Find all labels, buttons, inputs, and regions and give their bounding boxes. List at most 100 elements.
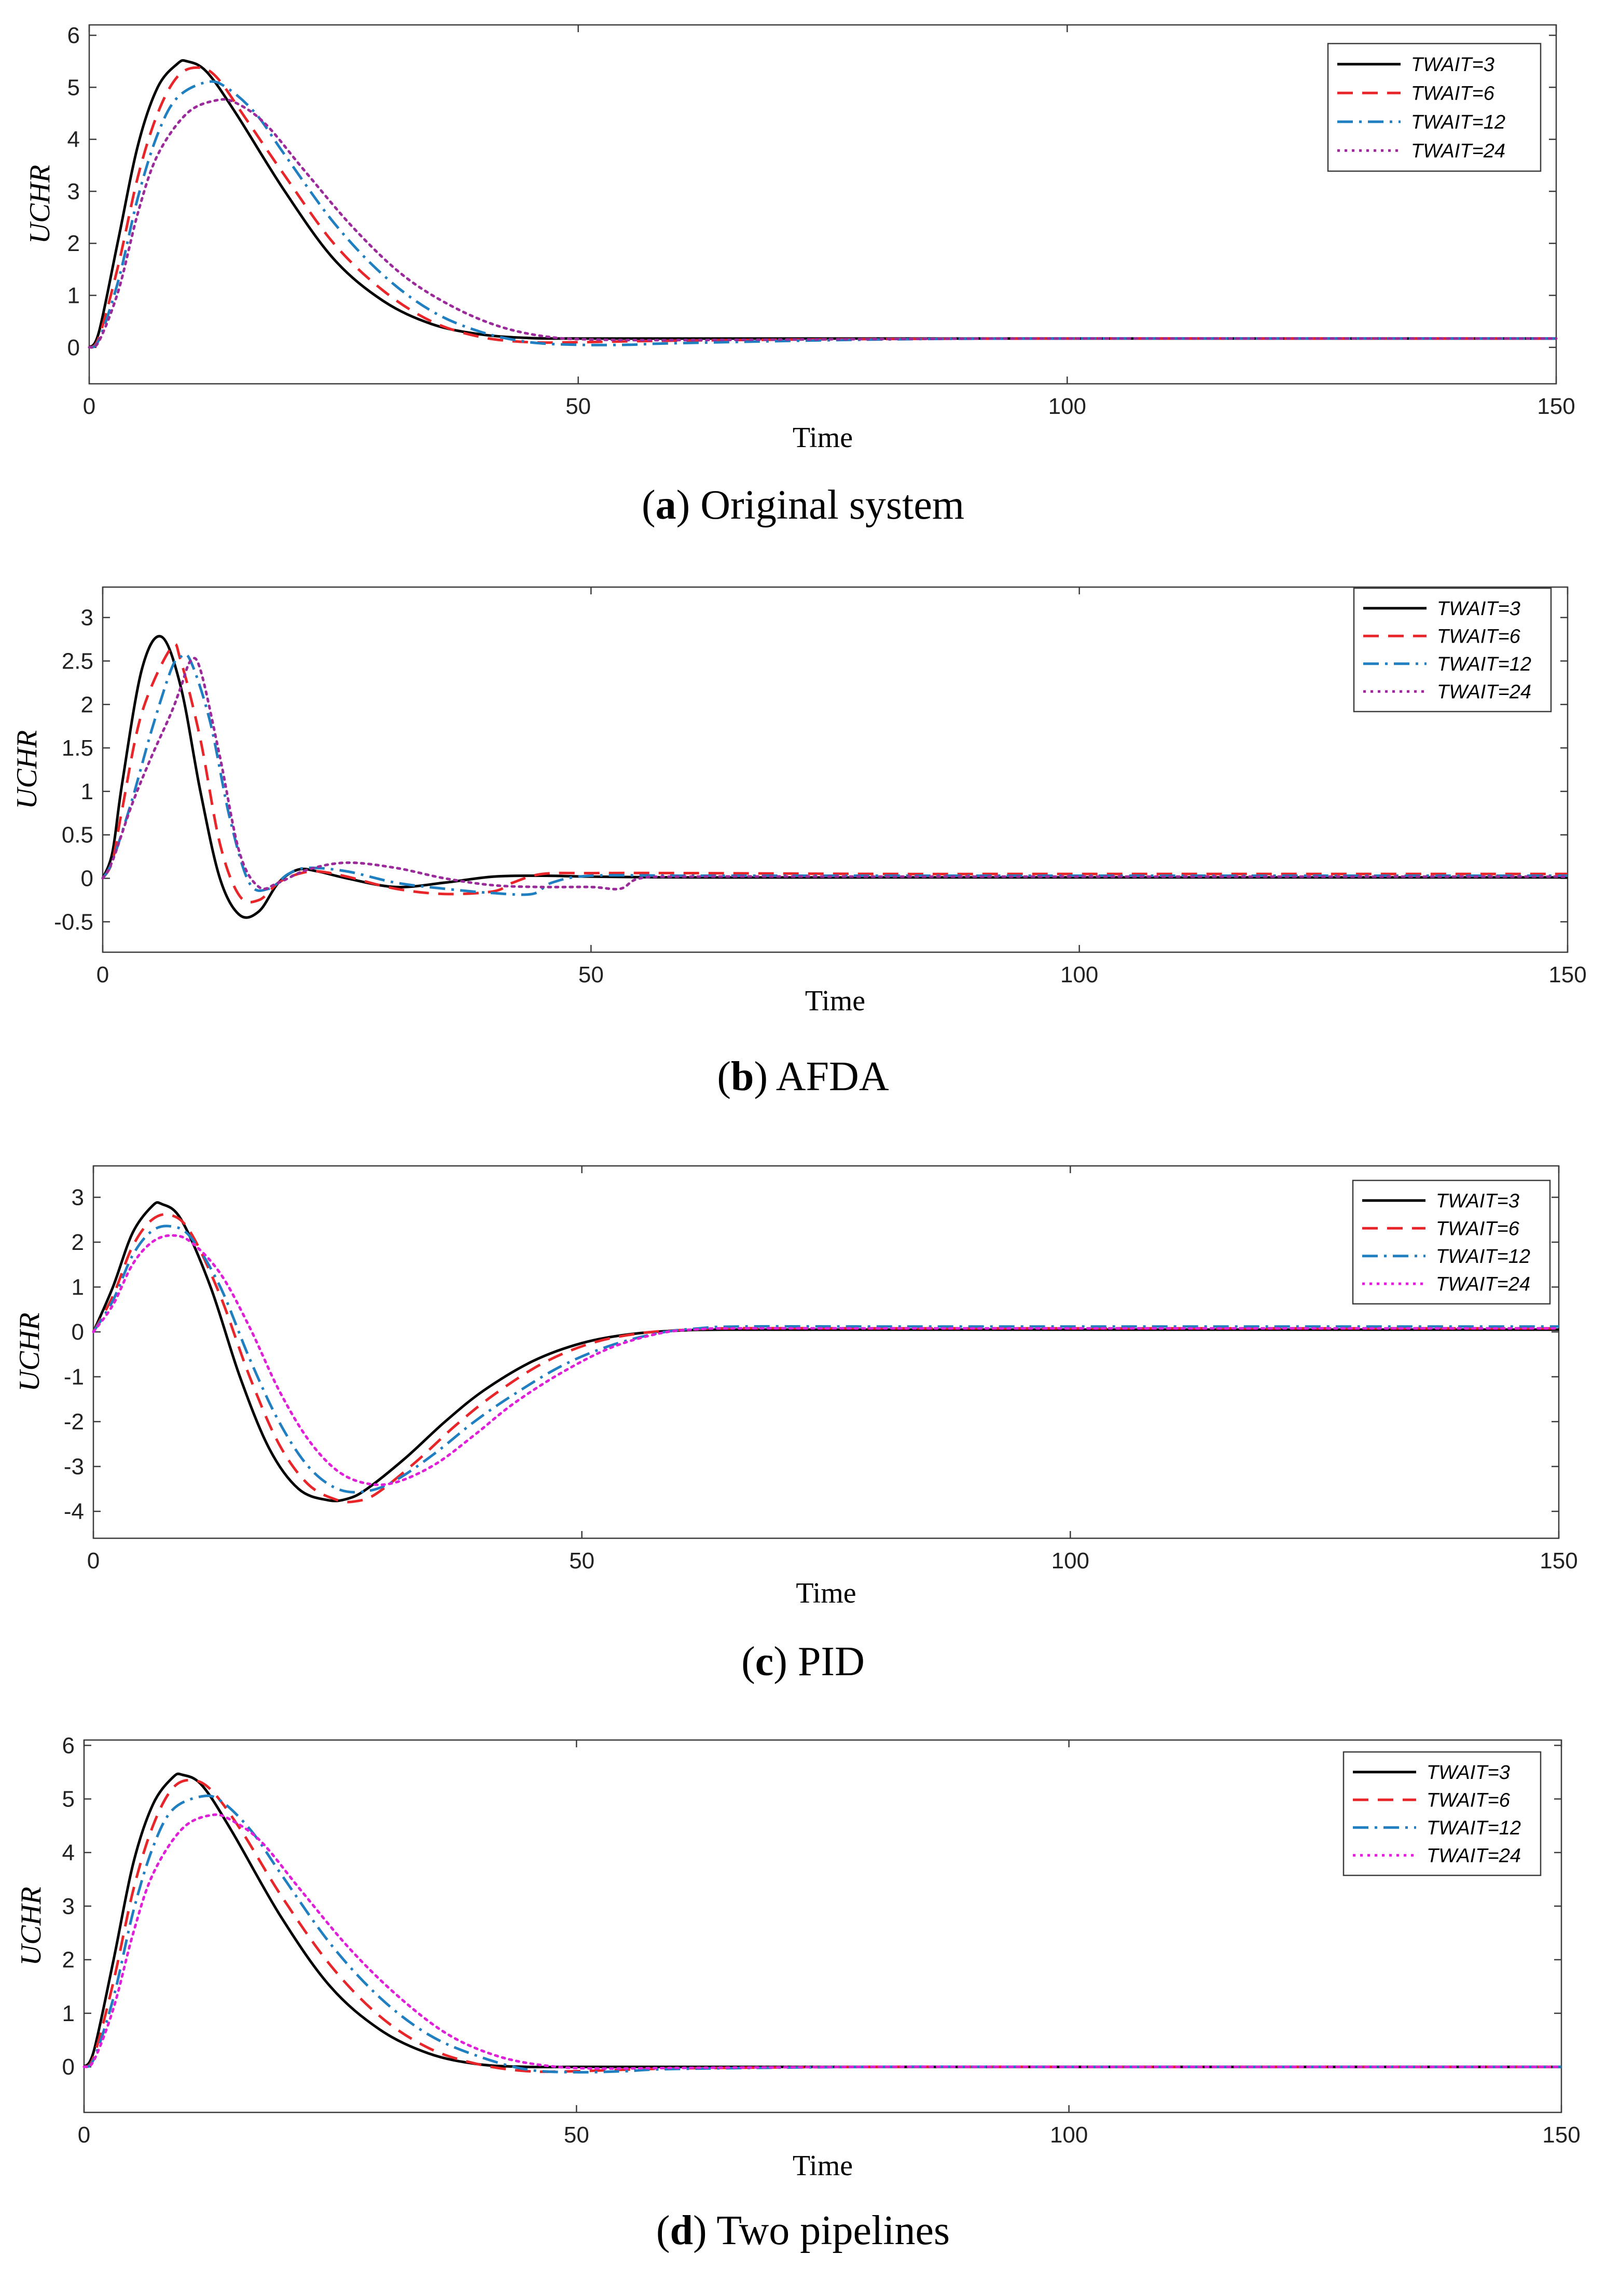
x-axis-label: Time [793,2150,853,2182]
x-tick-label: 0 [96,962,109,987]
caption-letter: a [656,482,676,528]
legend-entry-label: TWAIT=3 [1411,54,1494,76]
y-axis-label: UCHR [15,1887,47,1966]
panel-caption: (d) Two pipelines [656,2208,950,2253]
y-tick-label: 3 [81,605,93,631]
legend-entry-label: TWAIT=12 [1411,112,1505,133]
legend-entry-label: TWAIT=3 [1436,1190,1519,1212]
y-tick-label: 1 [81,779,93,804]
y-tick-label: 1.5 [62,735,93,761]
caption-text: ) PID [773,1639,865,1685]
caption-text: ) Two pipelines [693,2208,950,2253]
x-tick-label: 50 [565,394,591,419]
y-tick-label: 2 [67,231,80,256]
y-tick-label: 4 [62,1840,75,1866]
legend-entry-label: TWAIT=6 [1436,1218,1520,1240]
caption-letter: d [670,2208,694,2253]
plot-frame [92,1165,1560,1539]
legend-entry-label: TWAIT=12 [1436,1246,1530,1268]
legend-entry-label: TWAIT=3 [1437,598,1520,620]
caption-paren-open: ( [656,2208,670,2253]
legend-entry-label: TWAIT=24 [1427,1845,1521,1867]
y-tick-label: 2.5 [62,648,93,674]
y-tick-label: -0.5 [54,909,93,935]
plot-frame [102,586,1569,953]
panel-caption: (c) PID [741,1639,865,1685]
chart-panel-a: 0 50 100 150 0 1 2 3 4 5 6 TWAIT=3 TWAIT=6 TWAIT=12 TW… [24,23,1575,528]
x-tick-label: 100 [1051,1548,1089,1574]
x-tick-label: 50 [578,962,604,987]
y-axis-label: UCHR [13,1313,46,1391]
series-line-twait-12 [92,1224,1559,1494]
panel-caption: (a) Original system [642,482,964,528]
y-tick-label: 3 [67,179,80,204]
caption-text: ) Original system [676,482,964,528]
series-line-twait-24 [101,657,1569,890]
y-tick-label: 0 [72,1319,84,1345]
x-tick-label: 150 [1542,2122,1580,2148]
x-axis-label: Time [805,985,865,1017]
series-line-twait-6 [101,643,1568,904]
x-tick-label: 50 [564,2122,589,2148]
series-line-twait-24 [82,1813,1563,2070]
y-tick-label: 0.5 [62,823,93,848]
y-tick-label: -2 [64,1409,84,1435]
legend-entry-label: TWAIT=24 [1436,1273,1530,1295]
y-tick-label: 6 [62,1733,75,1758]
y-tick-label: 3 [72,1185,84,1210]
chart-panel-d: 0 50 100 150 0 1 2 3 4 5 6 TWAIT=3 TWAIT=6 TWAIT=12 TW… [15,1733,1581,2253]
y-tick-label: 2 [81,692,93,717]
x-tick-label: 50 [569,1548,594,1574]
x-axis-label: Time [796,1577,856,1609]
plot-frame [88,24,1557,385]
caption-letter: b [731,1054,754,1100]
y-tick-label: 1 [67,283,80,309]
series-line-twait-24 [92,1234,1560,1486]
legend-entry-label: TWAIT=12 [1437,653,1531,675]
x-tick-label: 150 [1548,962,1586,987]
legend-entry-label: TWAIT=6 [1437,625,1521,647]
y-tick-label: 5 [67,75,80,100]
y-tick-label: 1 [62,2001,75,2026]
caption-paren-open: ( [642,482,656,528]
x-tick-label: 0 [83,394,95,419]
legend-entry-label: TWAIT=6 [1427,1789,1511,1811]
y-tick-label: -1 [64,1365,84,1390]
y-tick-label: -4 [64,1499,84,1524]
caption-letter: c [755,1639,774,1685]
caption-paren-open: ( [717,1054,731,1100]
legend-entry-label: TWAIT=6 [1411,82,1495,104]
x-tick-label: 0 [87,1548,100,1574]
series-line-twait-24 [88,98,1558,349]
y-tick-label: 4 [67,127,80,152]
y-tick-label: 0 [62,2054,75,2080]
chart-panel-c: 0 50 100 150 -4 -3 -2 -1 0 1 2 3 TWAIT=3 TWAIT=6 TWAIT… [13,1165,1578,1685]
y-axis-label: UCHR [24,165,56,244]
caption-paren-open: ( [741,1639,755,1685]
legend-entry-label: TWAIT=3 [1427,1762,1510,1784]
x-tick-label: 150 [1537,394,1575,419]
y-tick-label: 5 [62,1787,75,1812]
x-tick-label: 150 [1540,1548,1577,1574]
y-tick-label: 6 [67,23,80,48]
y-tick-label: 3 [62,1894,75,1919]
legend-entry-label: TWAIT=12 [1427,1817,1521,1839]
y-tick-label: 0 [81,866,93,892]
caption-text: ) AFDA [754,1054,889,1100]
x-tick-label: 100 [1050,2122,1088,2148]
y-tick-label: 2 [62,1947,75,1973]
y-tick-label: 1 [72,1275,84,1300]
x-tick-label: 0 [78,2122,90,2148]
x-tick-label: 100 [1048,394,1086,419]
series-line-twait-3 [101,635,1568,919]
y-tick-label: -3 [64,1454,84,1480]
y-axis-label: UCHR [11,730,43,809]
y-tick-label: 2 [72,1230,84,1255]
y-tick-label: 0 [67,335,80,360]
x-tick-label: 100 [1060,962,1098,987]
plot-frame [83,1739,1562,2113]
x-axis-label: Time [793,422,853,454]
panel-caption: (b) AFDA [717,1054,889,1100]
legend-entry-label: TWAIT=24 [1437,681,1531,703]
